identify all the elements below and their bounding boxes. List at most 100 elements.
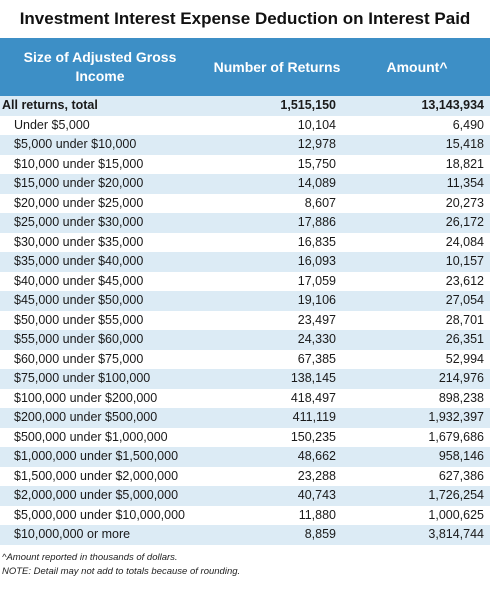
row-returns: 411,119	[210, 408, 344, 428]
row-label: Under $5,000	[0, 115, 210, 135]
row-amount: 20,273	[344, 193, 490, 213]
table-row: $1,500,000 under $2,000,000 23,288 627,386	[0, 466, 490, 486]
total-row: All returns, total 1,515,150 13,143,934	[0, 96, 490, 116]
header-returns: Number of Returns	[210, 38, 344, 96]
header-amount: Amount^	[344, 38, 490, 96]
row-returns: 48,662	[210, 447, 344, 467]
row-amount: 898,238	[344, 388, 490, 408]
row-amount: 28,701	[344, 310, 490, 330]
row-amount: 1,679,686	[344, 427, 490, 447]
row-label: $1,500,000 under $2,000,000	[0, 466, 210, 486]
row-label: $30,000 under $35,000	[0, 232, 210, 252]
row-amount: 27,054	[344, 291, 490, 311]
table-row: $75,000 under $100,000 138,145 214,976	[0, 369, 490, 389]
row-label: $500,000 under $1,000,000	[0, 427, 210, 447]
table-row: $60,000 under $75,000 67,385 52,994	[0, 349, 490, 369]
row-label: $2,000,000 under $5,000,000	[0, 486, 210, 506]
row-returns: 23,497	[210, 310, 344, 330]
row-label: $100,000 under $200,000	[0, 388, 210, 408]
row-amount: 214,976	[344, 369, 490, 389]
row-returns: 17,059	[210, 271, 344, 291]
row-returns: 1,515,150	[210, 96, 344, 116]
row-amount: 15,418	[344, 135, 490, 155]
row-label: $10,000 under $15,000	[0, 154, 210, 174]
row-amount: 1,726,254	[344, 486, 490, 506]
table-title: Investment Interest Expense Deduction on…	[19, 9, 471, 28]
table-body: All returns, total 1,515,150 13,143,934 Und…	[0, 96, 490, 545]
row-returns: 15,750	[210, 154, 344, 174]
row-label: All returns, total	[0, 96, 210, 116]
table-row: $500,000 under $1,000,000 150,235 1,679,68…	[0, 427, 490, 447]
table-row: $5,000 under $10,000 12,978 15,418	[0, 135, 490, 155]
table-row: $10,000 under $15,000 15,750 18,821	[0, 154, 490, 174]
row-returns: 16,835	[210, 232, 344, 252]
row-label: $5,000,000 under $10,000,000	[0, 505, 210, 525]
row-label: $25,000 under $30,000	[0, 213, 210, 233]
row-label: $60,000 under $75,000	[0, 349, 210, 369]
row-amount: 6,490	[344, 115, 490, 135]
row-returns: 19,106	[210, 291, 344, 311]
table-row: $35,000 under $40,000 16,093 10,157	[0, 252, 490, 272]
table-row: Under $5,000 10,104 6,490	[0, 115, 490, 135]
table-row: $2,000,000 under $5,000,000 40,743 1,726,2…	[0, 486, 490, 506]
table-row: $20,000 under $25,000 8,607 20,273	[0, 193, 490, 213]
table-row: $40,000 under $45,000 17,059 23,612	[0, 271, 490, 291]
row-label: $10,000,000 or more	[0, 525, 210, 545]
table-row: $25,000 under $30,000 17,886 26,172	[0, 213, 490, 233]
table-row: $200,000 under $500,000 411,119 1,932,397	[0, 408, 490, 428]
footnotes: ^Amount reported in thousands of dollars…	[0, 545, 490, 579]
footnote-rounding: NOTE: Detail may not add to totals becau…	[2, 565, 241, 577]
row-amount: 18,821	[344, 154, 490, 174]
table-row: $45,000 under $50,000 19,106 27,054	[0, 291, 490, 311]
row-returns: 17,886	[210, 213, 344, 233]
row-returns: 24,330	[210, 330, 344, 350]
table-row: $30,000 under $35,000 16,835 24,084	[0, 232, 490, 252]
row-amount: 1,000,625	[344, 505, 490, 525]
row-amount: 26,351	[344, 330, 490, 350]
table-row: $1,000,000 under $1,500,000 48,662 958,146	[0, 447, 490, 467]
row-label: $35,000 under $40,000	[0, 252, 210, 272]
data-table: Size of Adjusted Gross Income Number of …	[0, 38, 490, 545]
row-label: $45,000 under $50,000	[0, 291, 210, 311]
row-returns: 418,497	[210, 388, 344, 408]
row-amount: 11,354	[344, 174, 490, 194]
row-returns: 16,093	[210, 252, 344, 272]
row-amount: 13,143,934	[344, 96, 490, 116]
table-row: $5,000,000 under $10,000,000 11,880 1,000,…	[0, 505, 490, 525]
row-label: $15,000 under $20,000	[0, 174, 210, 194]
row-returns: 40,743	[210, 486, 344, 506]
row-label: $50,000 under $55,000	[0, 310, 210, 330]
table-row: $15,000 under $20,000 14,089 11,354	[0, 174, 490, 194]
header-size: Size of Adjusted Gross Income	[0, 38, 210, 96]
row-returns: 10,104	[210, 115, 344, 135]
footnote-amount: ^Amount reported in thousands of dollars…	[2, 551, 178, 563]
row-amount: 3,814,744	[344, 525, 490, 545]
row-amount: 52,994	[344, 349, 490, 369]
row-returns: 23,288	[210, 466, 344, 486]
row-label: $200,000 under $500,000	[0, 408, 210, 428]
row-returns: 150,235	[210, 427, 344, 447]
row-returns: 14,089	[210, 174, 344, 194]
row-label: $1,000,000 under $1,500,000	[0, 447, 210, 467]
row-returns: 8,859	[210, 525, 344, 545]
table-row: $10,000,000 or more 8,859 3,814,744	[0, 525, 490, 545]
table-row: $100,000 under $200,000 418,497 898,238	[0, 388, 490, 408]
table-row: $55,000 under $60,000 24,330 26,351	[0, 330, 490, 350]
row-amount: 958,146	[344, 447, 490, 467]
row-label: $75,000 under $100,000	[0, 369, 210, 389]
row-amount: 24,084	[344, 232, 490, 252]
row-amount: 1,932,397	[344, 408, 490, 428]
row-returns: 12,978	[210, 135, 344, 155]
table-header: Size of Adjusted Gross Income Number of …	[0, 38, 490, 96]
row-label: $20,000 under $25,000	[0, 193, 210, 213]
row-amount: 23,612	[344, 271, 490, 291]
row-amount: 10,157	[344, 252, 490, 272]
table-row: $50,000 under $55,000 23,497 28,701	[0, 310, 490, 330]
row-returns: 11,880	[210, 505, 344, 525]
row-returns: 8,607	[210, 193, 344, 213]
row-returns: 138,145	[210, 369, 344, 389]
row-label: $5,000 under $10,000	[0, 135, 210, 155]
row-label: $55,000 under $60,000	[0, 330, 210, 350]
row-amount: 627,386	[344, 466, 490, 486]
row-amount: 26,172	[344, 213, 490, 233]
